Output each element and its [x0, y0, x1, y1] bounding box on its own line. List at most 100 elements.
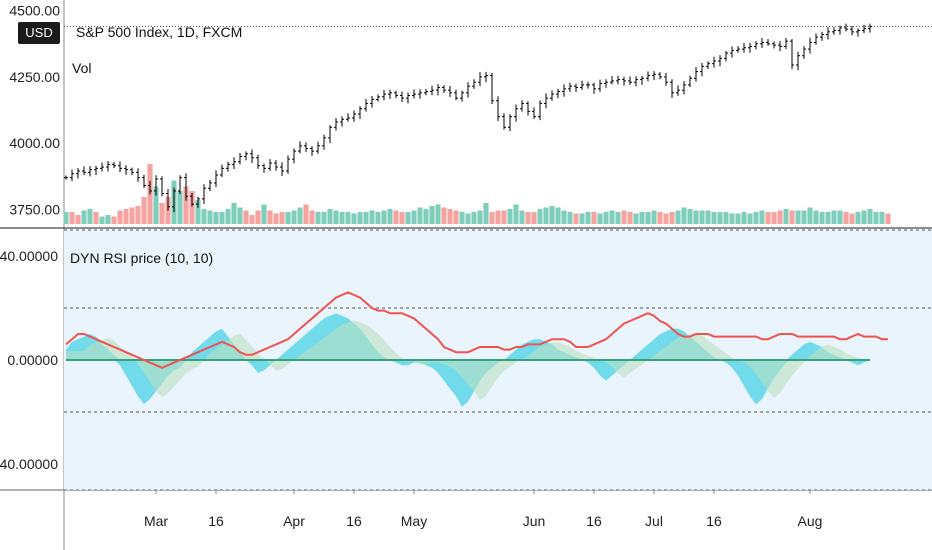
- price-bar: [124, 165, 128, 175]
- volume-bar: [351, 213, 357, 224]
- price-bar: [784, 37, 788, 50]
- volume-bar: [771, 212, 777, 224]
- volume-bar: [699, 210, 705, 224]
- volume-bar: [453, 210, 459, 224]
- volume-bar: [801, 210, 807, 224]
- time-axis-tick-label: May: [401, 513, 427, 529]
- volume-bar: [375, 212, 381, 224]
- price-bar: [298, 141, 302, 154]
- volume-bar: [357, 212, 363, 224]
- volume-bar: [285, 212, 291, 224]
- currency-badge[interactable]: USD: [18, 22, 60, 44]
- volume-bar: [405, 212, 411, 224]
- volume-bar: [411, 210, 417, 224]
- volume-bar: [135, 206, 141, 224]
- volume-bar: [861, 210, 867, 224]
- volume-bar: [177, 191, 183, 224]
- rsi-axis-tick-label: 0.00000: [7, 352, 58, 368]
- volume-bar: [819, 212, 825, 224]
- volume-bar: [633, 213, 639, 224]
- price-bar: [760, 37, 764, 49]
- volume-legend[interactable]: Vol: [72, 60, 92, 76]
- volume-bar: [747, 213, 753, 224]
- volume-bar: [825, 212, 831, 224]
- volume-bar: [429, 206, 435, 224]
- volume-bar: [603, 212, 609, 224]
- volume-bar: [327, 209, 333, 224]
- price-bar: [646, 71, 650, 82]
- volume-bar: [681, 207, 687, 224]
- price-bar: [838, 25, 842, 35]
- volume-bar: [873, 212, 879, 224]
- symbol-legend[interactable]: S&P 500 Index, 1D, FXCM: [76, 24, 243, 40]
- volume-bar: [717, 212, 723, 224]
- price-bar: [484, 71, 488, 83]
- price-bar: [394, 90, 398, 99]
- price-bar: [214, 170, 218, 188]
- price-bar: [412, 89, 416, 99]
- price-bar: [112, 162, 116, 169]
- price-bar: [196, 196, 200, 208]
- time-axis-tick-label: 16: [706, 513, 722, 529]
- volume-bar: [837, 210, 843, 224]
- price-bar: [712, 56, 716, 68]
- volume-bar: [291, 210, 297, 224]
- price-bar: [520, 100, 524, 112]
- volume-bar: [393, 210, 399, 224]
- price-bar: [850, 26, 854, 36]
- volume-bar: [231, 203, 237, 224]
- price-bar: [232, 157, 236, 170]
- price-bar: [268, 159, 272, 171]
- price-bar: [682, 81, 686, 95]
- price-bar: [418, 89, 422, 99]
- volume-bar: [363, 212, 369, 224]
- volume-bar: [579, 213, 585, 224]
- volume-bar: [675, 210, 681, 224]
- indicator-legend[interactable]: DYN RSI price (10, 10): [70, 250, 214, 266]
- price-bar: [370, 96, 374, 108]
- price-bar: [382, 89, 386, 101]
- price-bar: [142, 174, 146, 188]
- volume-bar: [339, 212, 345, 224]
- price-bar: [568, 82, 572, 93]
- price-bar: [706, 61, 710, 69]
- time-axis-tick-label: Jun: [523, 513, 546, 529]
- price-bar: [118, 161, 122, 173]
- volume-bar: [813, 210, 819, 224]
- price-bar: [226, 161, 230, 172]
- volume-bar: [117, 210, 123, 224]
- volume-bar: [381, 210, 387, 224]
- price-bar: [184, 173, 188, 201]
- price-bar: [274, 160, 278, 171]
- price-bar: [304, 142, 308, 152]
- price-bar: [346, 113, 350, 122]
- volume-bar: [663, 213, 669, 224]
- volume-bar: [93, 212, 99, 224]
- volume-bar: [525, 212, 531, 224]
- price-bar: [826, 27, 830, 40]
- price-bar: [598, 79, 602, 92]
- volume-bar: [477, 210, 483, 224]
- volume-bar: [531, 212, 537, 224]
- volume-bar: [333, 210, 339, 224]
- volume-bar: [465, 213, 471, 224]
- volume-bar: [657, 212, 663, 224]
- price-bar: [574, 83, 578, 93]
- price-bar: [334, 118, 338, 131]
- volume-bar: [723, 212, 729, 224]
- price-bar: [160, 176, 164, 197]
- volume-bar: [63, 212, 69, 224]
- volume-bar: [609, 210, 615, 224]
- price-bar: [766, 39, 770, 46]
- volume-bar: [597, 213, 603, 224]
- volume-bar: [201, 209, 207, 224]
- price-bar: [502, 113, 506, 130]
- price-bar: [742, 42, 746, 53]
- price-bar: [724, 50, 728, 62]
- rsi-line: [65, 291, 888, 369]
- volume-bar: [207, 210, 213, 224]
- volume-bar: [639, 212, 645, 224]
- volume-bar: [741, 212, 747, 224]
- price-bar: [586, 81, 590, 89]
